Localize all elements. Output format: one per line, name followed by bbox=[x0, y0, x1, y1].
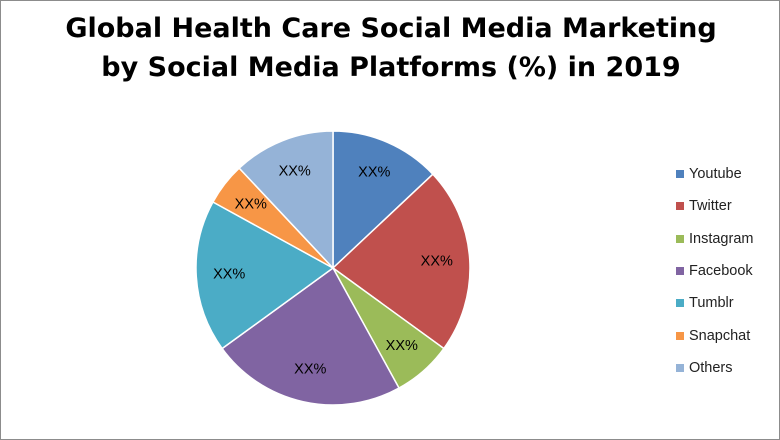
legend-item-twitter: Twitter bbox=[676, 190, 753, 222]
legend-swatch bbox=[676, 170, 684, 179]
pie-slice-tumblr bbox=[195, 200, 335, 350]
legend-label: Facebook bbox=[689, 263, 753, 280]
chart-legend: Youtube Twitter Instagram Facebook Tumblr Sna… bbox=[676, 158, 753, 384]
pie-slice-youtube bbox=[332, 130, 434, 270]
legend-item-facebook: Facebook bbox=[676, 255, 753, 287]
pie-slice-twitter bbox=[331, 173, 471, 350]
legend-label: Tumblr bbox=[689, 295, 734, 312]
legend-label: Instagram bbox=[689, 230, 754, 247]
pie-slice-others bbox=[238, 130, 334, 270]
pie-slice-facebook bbox=[221, 266, 401, 406]
pie-data-label-twitter: XX% bbox=[421, 254, 453, 270]
legend-item-tumblr: Tumblr bbox=[676, 287, 753, 319]
legend-swatch bbox=[676, 331, 684, 340]
pie-data-label-snapchat: XX% bbox=[235, 196, 267, 212]
legend-swatch bbox=[676, 299, 684, 308]
pie-data-label-instagram: XX% bbox=[386, 338, 418, 354]
legend-label: Others bbox=[689, 359, 733, 376]
legend-swatch bbox=[676, 267, 684, 276]
pie-data-label-others: XX% bbox=[279, 163, 311, 179]
legend-swatch bbox=[676, 234, 684, 243]
pie-data-label-tumblr: XX% bbox=[213, 267, 245, 283]
legend-label: Twitter bbox=[689, 198, 732, 215]
legend-item-snapchat: Snapchat bbox=[676, 319, 753, 351]
chart-title: Global Health Care Social Media Marketin… bbox=[1, 9, 780, 87]
chart-title-line-1: Global Health Care Social Media Marketin… bbox=[65, 13, 717, 44]
legend-item-youtube: Youtube bbox=[676, 158, 753, 190]
legend-item-instagram: Instagram bbox=[676, 223, 753, 255]
pie-data-label-youtube: XX% bbox=[358, 165, 390, 181]
legend-item-others: Others bbox=[676, 352, 753, 384]
legend-label: Snapchat bbox=[689, 327, 751, 344]
pie-slices bbox=[195, 130, 471, 406]
legend-label: Youtube bbox=[689, 166, 742, 183]
pie-data-labels: XX% XX% XX% XX% XX% XX% XX% bbox=[213, 163, 453, 377]
chart-title-line-2: by Social Media Platforms (%) in 2019 bbox=[101, 52, 681, 83]
legend-swatch bbox=[676, 363, 684, 372]
pie-data-label-facebook: XX% bbox=[294, 362, 326, 378]
legend-swatch bbox=[676, 202, 684, 211]
